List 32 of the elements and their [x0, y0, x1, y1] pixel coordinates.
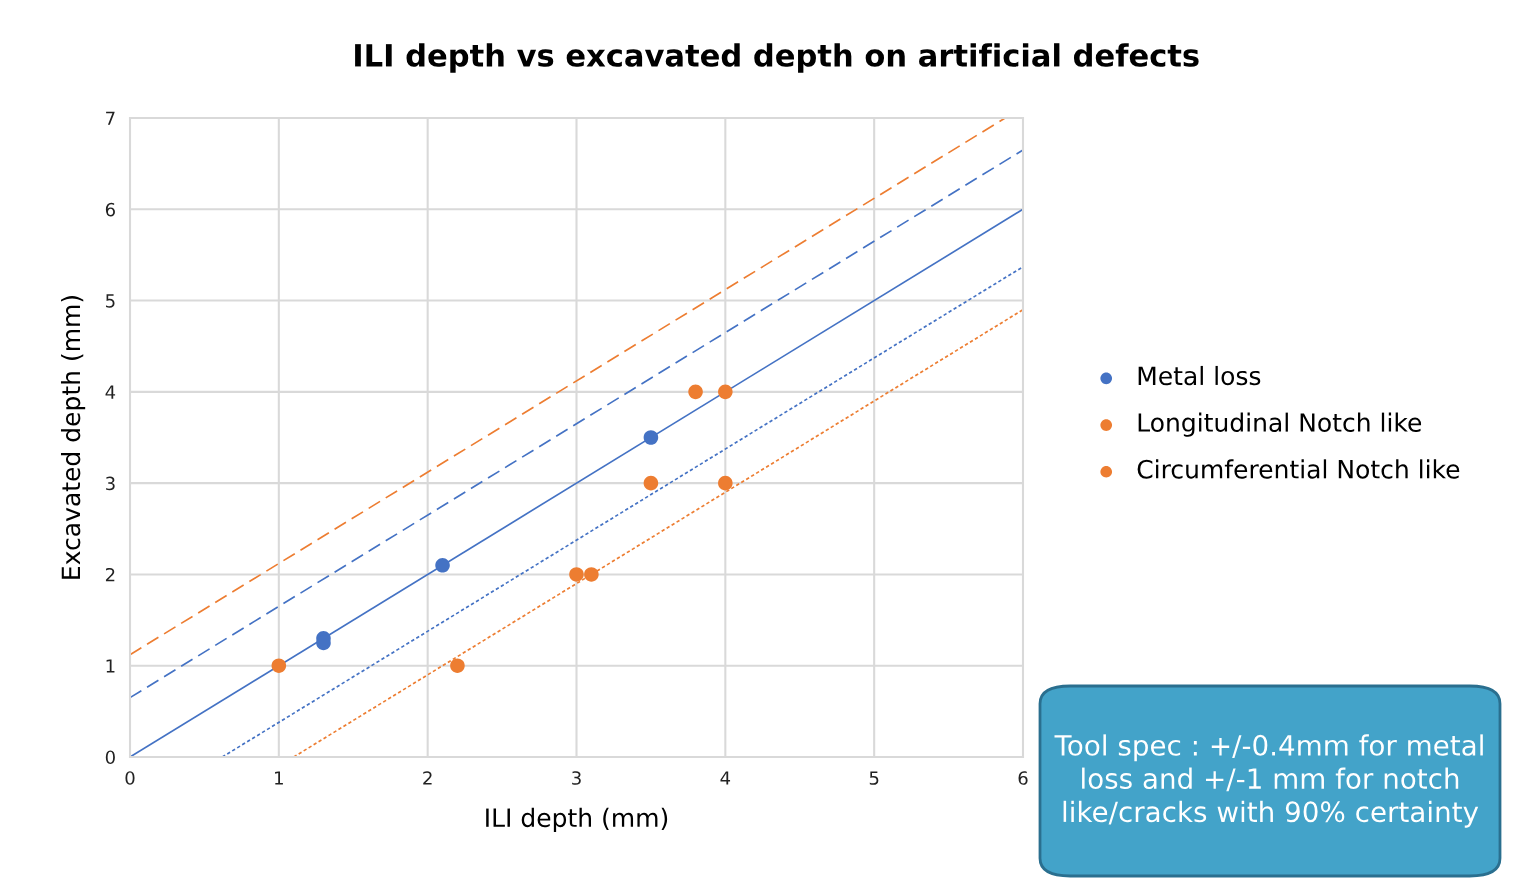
x-tick-label: 2: [423, 771, 432, 785]
y-tick-label: 2: [105, 567, 115, 582]
x-tick-label: 1: [275, 771, 283, 785]
legend-label: Metal loss: [1138, 365, 1261, 386]
x-axis-title: ILI depth (mm): [486, 807, 668, 832]
legend-label: Circumferential Notch like: [1137, 459, 1460, 479]
x-tick-label: 4: [720, 771, 731, 785]
point: [271, 658, 287, 673]
point: [584, 567, 599, 582]
point: [718, 384, 733, 400]
chart-title: ILI depth vs excavated depth on artificial defects: [355, 43, 1199, 73]
y-tick-label: 1: [106, 659, 115, 673]
y-axis-title: Excavated depth (mm): [60, 296, 86, 579]
text: Tool spec : +/-0.4mm for metal loss and +/-1 mm for notch like/cracks with 90% certainty: [1054, 734, 1483, 828]
point: [643, 430, 659, 445]
point: [450, 658, 465, 673]
y-tick-label: 0: [105, 750, 115, 765]
x-tick-label: 5: [869, 771, 879, 785]
point: [688, 384, 703, 400]
x-tick-label: 0: [125, 771, 135, 785]
y-tick-label: 3: [106, 476, 115, 491]
point: [643, 475, 659, 491]
x-tick-label: 6: [1018, 771, 1028, 785]
legend-label: Longitudinal Notch like: [1138, 412, 1422, 437]
x-tick-label: 3: [572, 771, 581, 785]
y-tick-label: 7: [106, 111, 115, 125]
point: [718, 475, 733, 491]
y-tick-label: 6: [105, 202, 115, 217]
point: [435, 558, 450, 573]
y-tick-label: 4: [105, 385, 116, 399]
point: [569, 567, 584, 582]
y-tick-label: 5: [106, 294, 115, 308]
